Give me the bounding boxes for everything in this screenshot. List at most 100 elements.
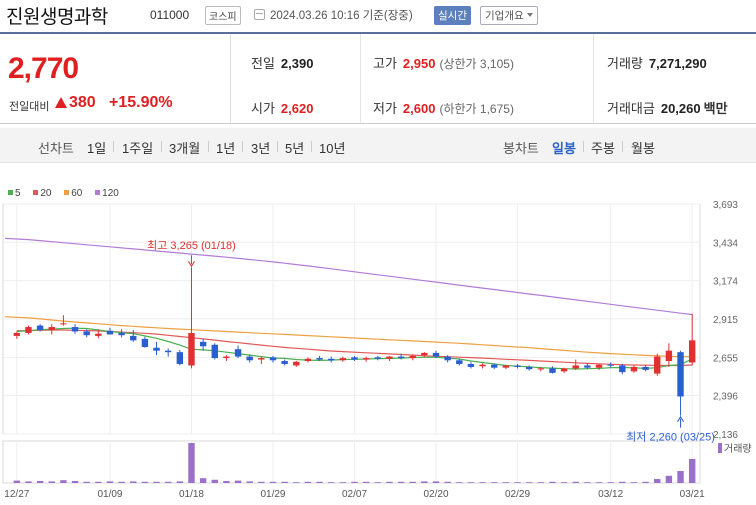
volume-bar xyxy=(677,471,684,483)
volume-bar xyxy=(258,481,265,483)
volume-bar xyxy=(642,481,649,483)
stat-open: 시가 2,620 xyxy=(251,98,313,117)
candle-body xyxy=(665,350,673,362)
candle-monthly[interactable]: 월봉 xyxy=(631,141,655,156)
volume-bar xyxy=(269,481,277,483)
moving-average-lines xyxy=(4,237,693,370)
volume-bar xyxy=(688,459,696,483)
period-10y[interactable]: 10년 xyxy=(319,141,346,156)
legend-label: 120 xyxy=(102,188,119,199)
candle-body xyxy=(491,364,498,368)
candle-body xyxy=(525,366,533,370)
volume-bar xyxy=(164,481,172,483)
volume-bar xyxy=(223,481,230,483)
period-3m[interactable]: 3개월 xyxy=(169,141,201,156)
current-price: 2,770 xyxy=(8,52,79,85)
company-info-label: 기업개요 xyxy=(485,10,524,22)
price-chart[interactable]: 거래량 3,693 3,434 3,174 2,915 2,655 2,396 2,136 1… xyxy=(0,196,756,505)
volume-bar xyxy=(339,482,347,483)
stat-prev-close: 전일 2,390 xyxy=(251,53,313,72)
candle-body xyxy=(234,349,242,357)
volume-bar xyxy=(514,482,521,483)
volume-bar xyxy=(293,482,300,483)
candle-body xyxy=(362,358,370,360)
candle-body xyxy=(432,352,440,357)
volume-bar xyxy=(502,482,510,483)
stat-label: 거래량 xyxy=(607,56,643,71)
stat-low: 저가 2,600 (하한가 1,675) xyxy=(373,98,514,117)
candle-body xyxy=(223,356,230,359)
candle-body xyxy=(164,350,172,353)
period-5y[interactable]: 5년 xyxy=(285,141,305,156)
candle-body xyxy=(130,335,137,341)
ma-line-ma60 xyxy=(4,316,693,358)
volume-bar xyxy=(491,482,498,483)
stat-label: 시가 xyxy=(251,101,275,116)
period-1y[interactable]: 1년 xyxy=(216,141,236,156)
market-badge: 코스피 xyxy=(205,6,241,25)
y-tick-label: 2,136 xyxy=(713,430,738,441)
volume-bar xyxy=(25,481,32,483)
candle-body xyxy=(514,365,521,367)
candle-body xyxy=(479,364,486,367)
lower-limit: (하한가 1,675) xyxy=(439,102,514,116)
x-tick-label: 02/29 xyxy=(505,489,530,500)
stat-value: 2,390 xyxy=(280,56,314,71)
period-3y[interactable]: 3년 xyxy=(251,141,271,156)
volume-bar xyxy=(351,481,358,483)
volume-bar xyxy=(71,481,79,483)
volume-bar xyxy=(467,482,475,483)
x-tick-label: 01/09 xyxy=(97,489,122,500)
volume-bar xyxy=(176,481,184,483)
candle-weekly[interactable]: 주봉 xyxy=(591,141,615,156)
volume-bar xyxy=(48,481,55,483)
volume-bar xyxy=(328,482,335,483)
volume-bar xyxy=(304,481,312,483)
stat-value: 2,620 xyxy=(280,101,314,116)
candle-body xyxy=(351,357,358,360)
volume-bar xyxy=(362,481,370,483)
candle-body xyxy=(467,363,475,367)
calendar-icon xyxy=(254,9,265,20)
candle-daily[interactable]: 일봉 xyxy=(552,141,576,156)
candle-body xyxy=(118,332,125,336)
volume-bar xyxy=(246,481,253,483)
stat-value: 7,271,290 xyxy=(648,56,707,71)
candle-body xyxy=(246,356,253,361)
legend-ma60: 60 xyxy=(64,188,82,199)
volume-legend-swatch xyxy=(718,443,722,453)
candle-body xyxy=(13,332,21,336)
realtime-button[interactable]: 실시간 xyxy=(434,6,471,25)
period-1d[interactable]: 1일 xyxy=(87,141,107,156)
candle-body xyxy=(688,340,696,363)
candle-body xyxy=(304,358,312,362)
stat-volume: 거래량 7,271,290 xyxy=(607,53,707,72)
divider xyxy=(113,141,114,152)
y-tick-label: 3,434 xyxy=(713,238,738,249)
volume-bar xyxy=(199,478,207,483)
volume-bar xyxy=(13,480,21,483)
volume-bar xyxy=(374,482,381,483)
volume-bar xyxy=(444,481,451,483)
chart-axes: 3,693 3,434 3,174 2,915 2,655 2,396 2,136 12/27… xyxy=(4,200,738,500)
volume-bar xyxy=(60,480,67,483)
legend-swatch xyxy=(33,190,39,195)
volume-bar xyxy=(281,481,288,483)
high-annotation: 최고 3,265 (01/18) xyxy=(147,239,236,252)
volume-bar xyxy=(118,481,125,483)
change-amount: 380 xyxy=(69,94,96,111)
volume-bar xyxy=(584,482,591,483)
candle-body xyxy=(537,368,545,370)
company-info-dropdown[interactable]: 기업개요 xyxy=(480,6,538,25)
stock-name: 진원생명과학 xyxy=(6,6,108,28)
ma-line-ma20 xyxy=(16,329,693,367)
divider xyxy=(242,141,243,152)
high-arrow-head xyxy=(188,260,195,268)
candle-body xyxy=(456,360,463,364)
candle-body xyxy=(60,323,67,325)
volume-frame xyxy=(2,440,701,484)
period-1w[interactable]: 1주일 xyxy=(122,141,154,156)
legend-ma20: 20 xyxy=(33,188,51,199)
stat-value: 2,600 xyxy=(402,101,436,116)
candle-body xyxy=(316,358,323,360)
